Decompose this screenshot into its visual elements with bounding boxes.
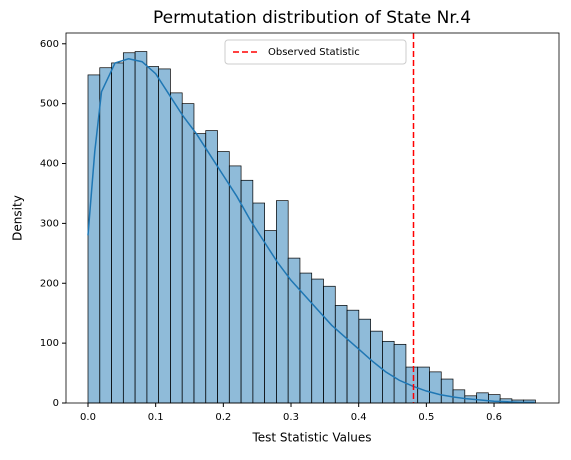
- bar: [382, 340, 395, 404]
- bar: [99, 67, 112, 404]
- bar: [358, 318, 371, 404]
- x-axis-label: Test Statistic Values: [251, 431, 371, 445]
- x-tick-label: 0.0: [80, 412, 96, 423]
- x-tick-label: 0.3: [283, 412, 299, 423]
- bar: [158, 68, 171, 404]
- bar: [276, 200, 289, 404]
- bar: [181, 103, 195, 404]
- y-tick-label: 100: [40, 338, 59, 349]
- bar: [205, 130, 218, 404]
- x-tick-label: 0.1: [148, 412, 164, 423]
- bar: [122, 52, 136, 404]
- bar: [193, 133, 207, 404]
- x-tick-label: 0.6: [486, 412, 502, 423]
- bar: [323, 285, 336, 404]
- legend-box: [224, 39, 407, 65]
- x-tick-label: 0.5: [418, 412, 434, 423]
- bar: [417, 366, 430, 404]
- y-tick-label: 300: [40, 218, 59, 229]
- y-tick-label: 500: [40, 99, 59, 110]
- axes-frame: [65, 32, 560, 404]
- bar: [334, 305, 348, 404]
- kde-line: [87, 57, 535, 404]
- bar: [393, 343, 407, 404]
- bar: [134, 51, 148, 404]
- y-tick-label: 200: [40, 278, 59, 289]
- x-tick-label: 0.2: [215, 412, 231, 423]
- bar: [440, 378, 454, 404]
- bar: [429, 371, 442, 404]
- bar: [217, 151, 230, 404]
- bar: [452, 389, 466, 404]
- bar: [346, 309, 360, 404]
- bar: [111, 62, 124, 404]
- y-tick-label: 0: [53, 398, 59, 409]
- bar: [170, 92, 183, 404]
- bar: [264, 230, 277, 404]
- legend-label: Observed Statistic: [268, 47, 360, 58]
- chart-title: Permutation distribution of State Nr.4: [153, 8, 471, 28]
- bar: [146, 66, 159, 404]
- bar: [476, 392, 489, 404]
- bar: [311, 278, 324, 404]
- y-tick-label: 600: [40, 39, 59, 50]
- x-tick-label: 0.4: [351, 412, 367, 423]
- y-axis-label: Density: [11, 195, 25, 241]
- y-tick-label: 400: [40, 159, 59, 170]
